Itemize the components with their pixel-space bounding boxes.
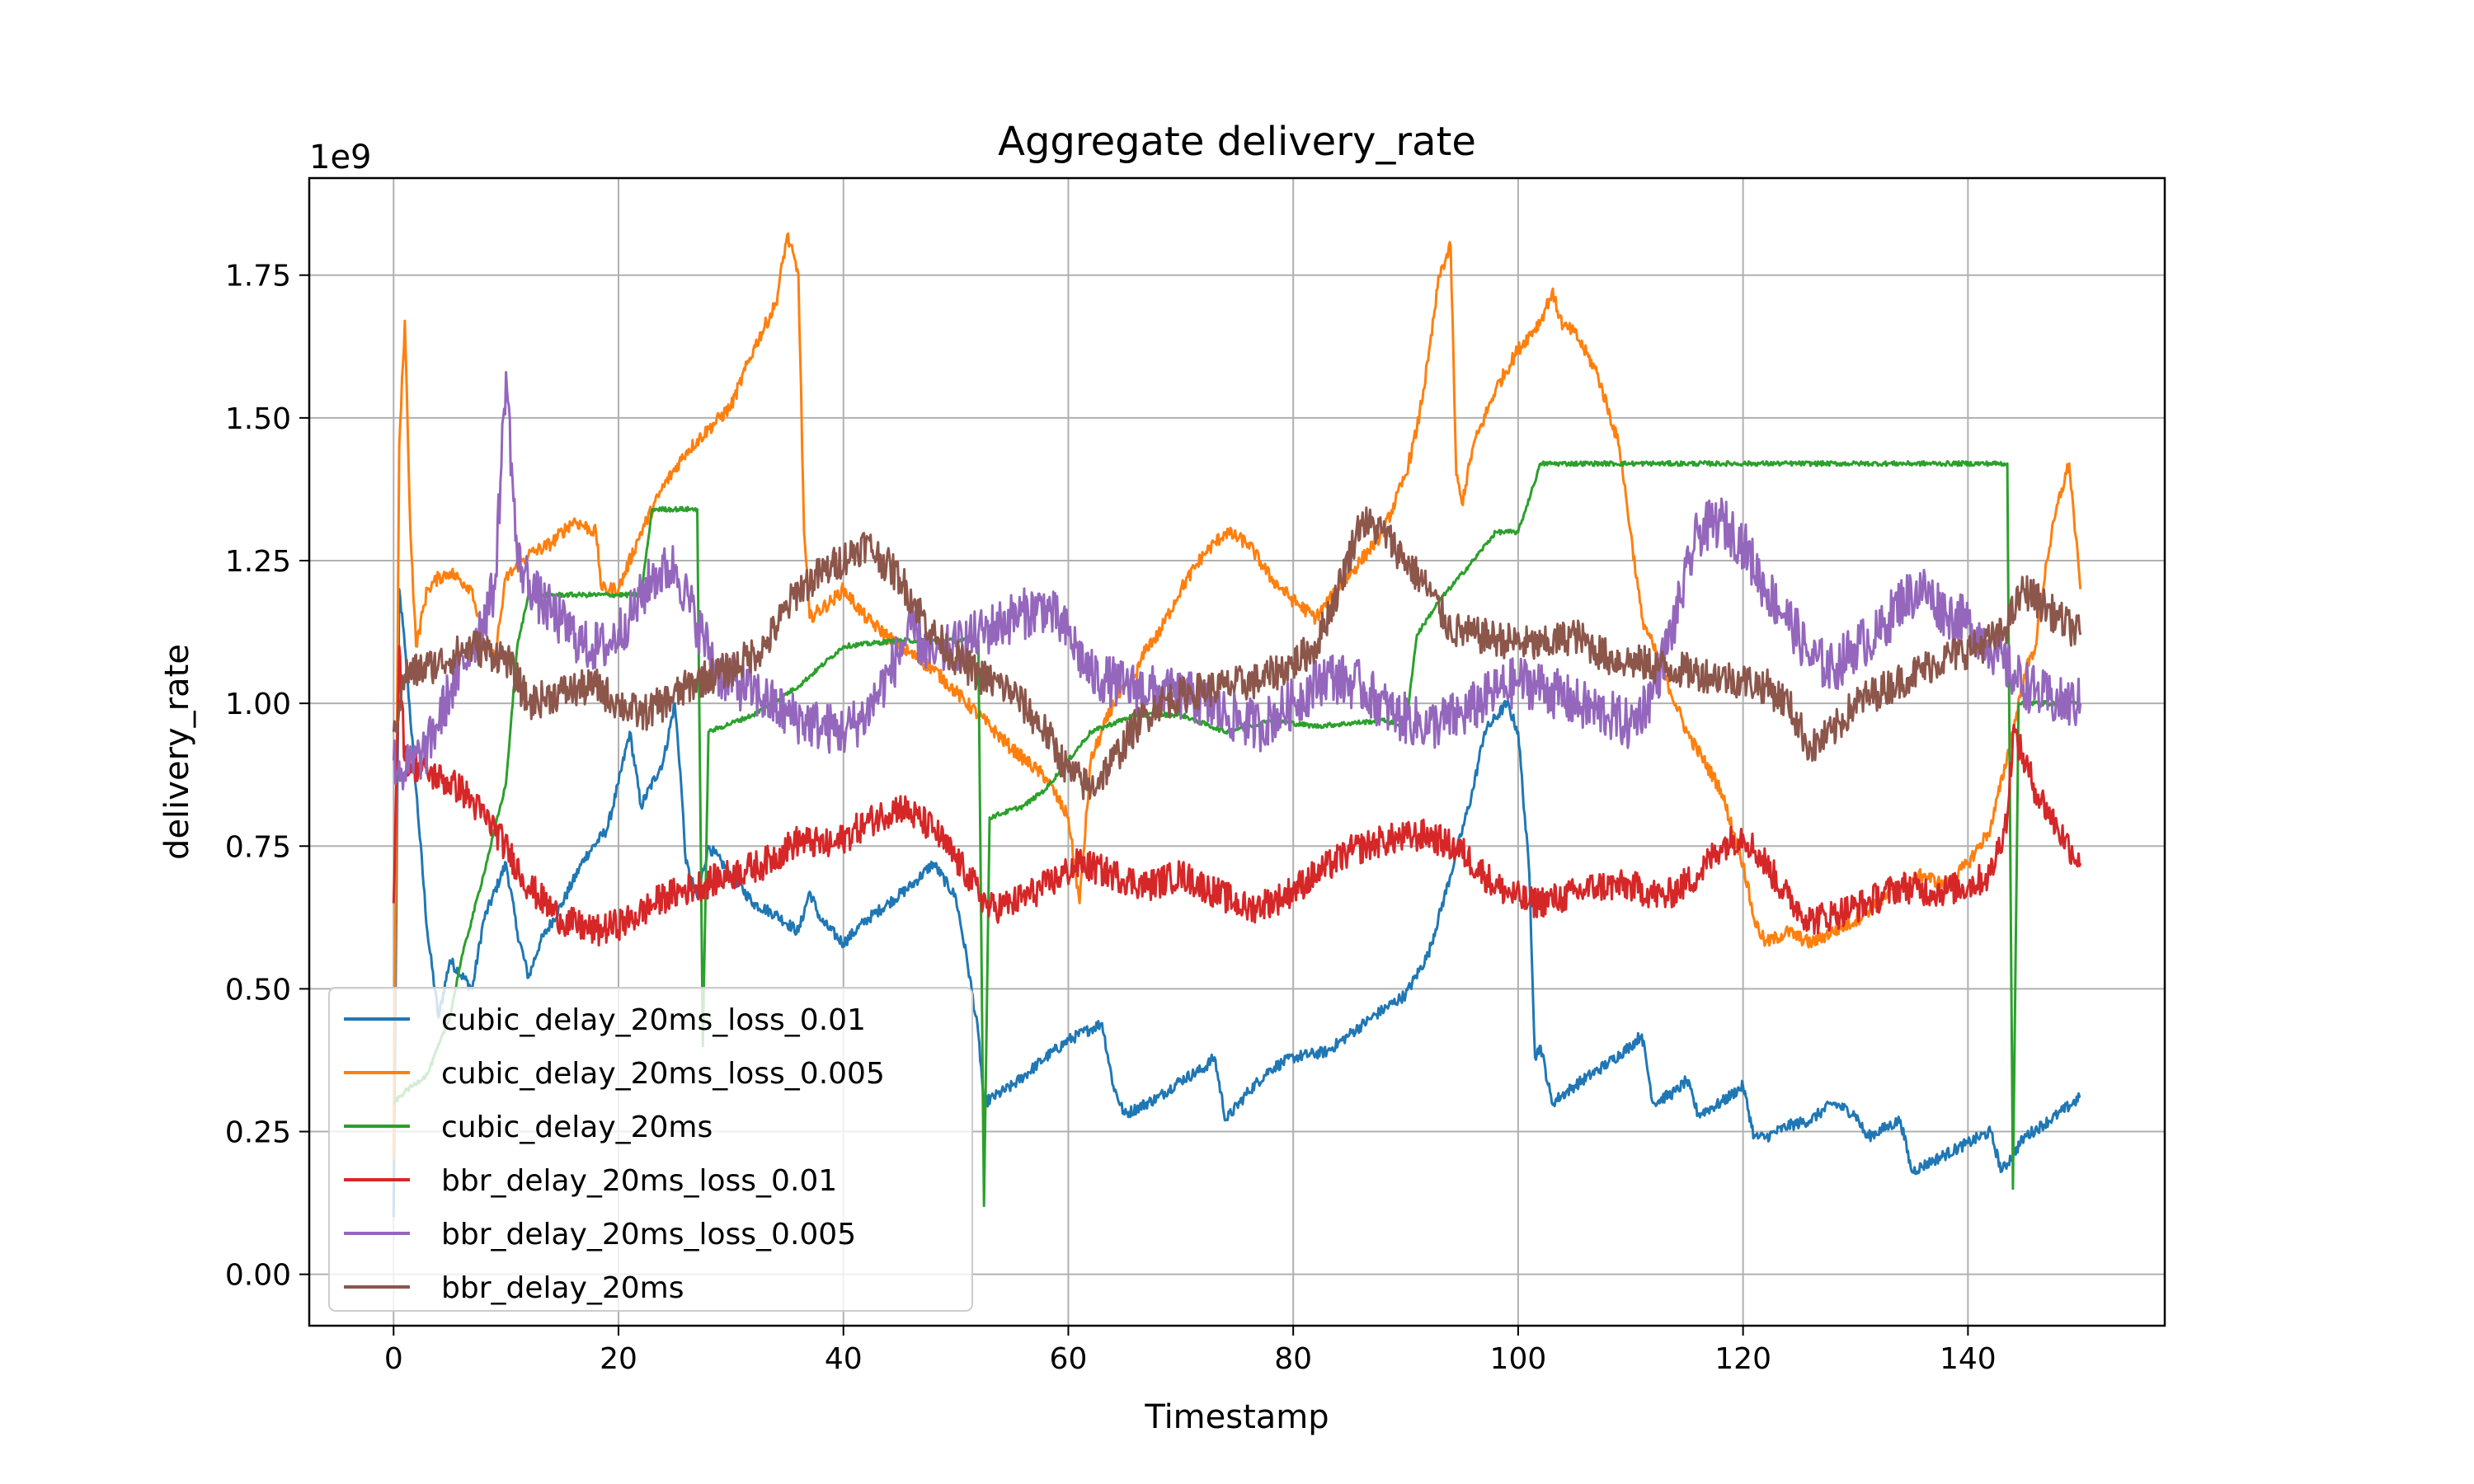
series-line-2 — [393, 460, 2081, 1208]
x-tick-label: 140 — [1940, 1342, 1997, 1376]
legend-box — [328, 987, 973, 1312]
legend-label-2: cubic_delay_20ms — [441, 1111, 713, 1144]
y-tick-label: 0.25 — [225, 1116, 291, 1150]
y-tick-label: 1.00 — [225, 688, 291, 721]
series-line-1 — [392, 232, 2082, 1161]
legend-label-3: bbr_delay_20ms_loss_0.01 — [441, 1164, 837, 1198]
x-tick-label: 0 — [384, 1342, 403, 1376]
y-tick-label: 1.75 — [225, 260, 291, 294]
x-tick-label: 80 — [1274, 1342, 1312, 1376]
axis-ticks: 0 20 40 60 80 100 120 140 0.00 0.25 0.50 0.75 1.00 1.… — [225, 260, 1997, 1376]
legend-label-1: cubic_delay_20ms_loss_0.005 — [441, 1057, 885, 1091]
x-tick-label: 60 — [1050, 1342, 1088, 1376]
legend: cubic_delay_20ms_loss_0.01 cubic_delay_20… — [328, 987, 973, 1312]
legend-label-0: cubic_delay_20ms_loss_0.01 — [441, 1003, 866, 1037]
series-line-4 — [392, 371, 2082, 791]
series-line-5 — [392, 506, 2082, 801]
x-tick-label: 20 — [600, 1342, 637, 1376]
x-tick-label: 100 — [1490, 1342, 1547, 1376]
y-tick-label: 1.25 — [225, 545, 291, 579]
legend-label-5: bbr_delay_20ms — [441, 1271, 684, 1305]
x-tick-label: 40 — [825, 1342, 863, 1376]
series-line-0 — [392, 588, 2081, 1218]
series-line-3 — [392, 645, 2082, 947]
series-lines — [392, 232, 2082, 1218]
y-tick-label: 0.75 — [225, 830, 291, 864]
y-tick-label: 1.50 — [225, 402, 291, 436]
chart-title: Aggregate delivery_rate — [998, 119, 1476, 165]
x-tick-label: 120 — [1714, 1342, 1771, 1376]
x-axis-label: Timestamp — [1144, 1398, 1329, 1436]
plot-area-frame — [308, 176, 2166, 1327]
y-axis-label: delivery_rate — [158, 644, 196, 860]
y-tick-label: 0.00 — [225, 1259, 291, 1293]
legend-label-4: bbr_delay_20ms_loss_0.005 — [441, 1218, 856, 1252]
y-tick-label: 0.50 — [225, 973, 291, 1007]
y-axis-offset-label: 1e9 — [309, 139, 372, 176]
